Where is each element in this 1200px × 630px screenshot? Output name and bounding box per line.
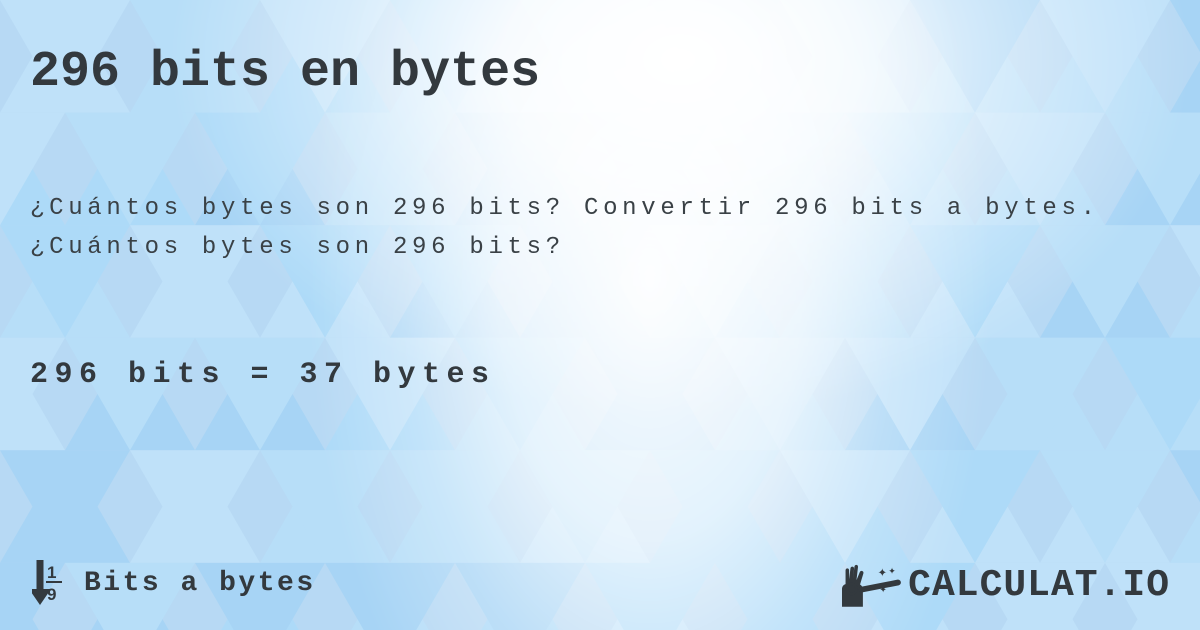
svg-text:✦: ✦: [879, 585, 887, 595]
svg-text:✦: ✦: [888, 566, 896, 576]
svg-text:9: 9: [47, 585, 56, 604]
svg-text:1: 1: [47, 563, 56, 582]
svg-text:✦: ✦: [878, 568, 888, 580]
